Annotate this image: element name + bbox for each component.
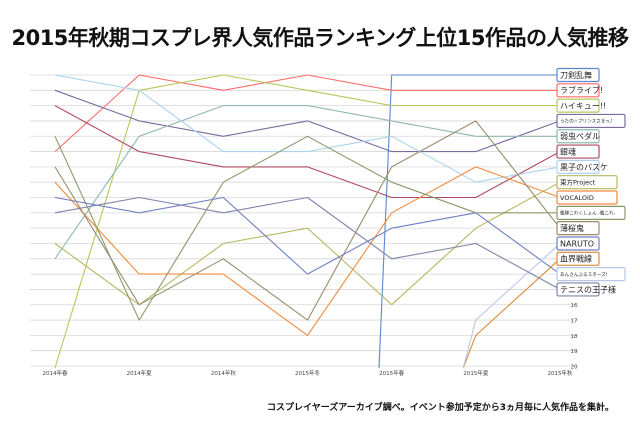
series-line	[54, 74, 560, 369]
series-line	[54, 166, 561, 336]
legend-label: VOCALOID	[560, 194, 594, 202]
legend-swatch	[556, 159, 600, 174]
series-line	[54, 74, 560, 153]
legend-label: 弱虫ペダル	[560, 131, 600, 141]
footnote: コスプレイヤーズアーカイブ調べ。イベント参加予定から3ヵ月毎に人気作品を集計。	[266, 403, 614, 413]
legend-swatch	[556, 267, 626, 282]
series-line	[54, 89, 561, 153]
y-tick-label: 18	[571, 334, 578, 340]
series-line	[54, 196, 561, 290]
series-line	[462, 243, 561, 369]
series-line	[54, 105, 560, 260]
series-line	[54, 120, 561, 321]
legend-label: ラブライブ!	[560, 85, 603, 95]
y-tick-label: 17	[571, 319, 578, 325]
legend-label: テニスの王子様	[560, 284, 616, 294]
legend-label: 刀剣乱舞	[560, 70, 592, 80]
x-tick-label: 2014年夏	[127, 369, 152, 377]
legend-swatch	[556, 129, 600, 144]
legend-swatch	[556, 98, 600, 113]
legend-swatch	[556, 221, 600, 236]
x-tick-label: 2014年春	[43, 369, 68, 377]
gridlines	[30, 74, 578, 367]
legend-swatch	[556, 175, 618, 190]
legend-label: NARUTO	[560, 239, 594, 248]
legend-label: 薄桜鬼	[560, 223, 584, 233]
legend-swatch	[556, 205, 626, 220]
x-tick-label: 2015年冬	[295, 369, 320, 377]
legend-label: 銀魂	[560, 146, 576, 156]
y-tick-label: 16	[571, 303, 578, 309]
legend-label: ハイキュー!!	[560, 102, 606, 111]
legend-swatch	[556, 282, 600, 297]
y-tick-label: 20	[571, 365, 578, 371]
legend-label: 血界戦線	[560, 254, 592, 264]
series-lines	[54, 74, 561, 369]
chart-title: 2015年秋期コスプレ界人気作品ランキング上位15作品の人気推移	[11, 26, 629, 50]
series-line	[54, 105, 561, 199]
series-line	[54, 196, 561, 275]
series-line	[462, 258, 561, 369]
legend-swatch	[556, 67, 600, 83]
x-tick-label: 2015年秋	[548, 369, 573, 377]
series-line	[378, 74, 560, 369]
x-tick-label: 2015年夏	[463, 369, 488, 377]
x-tick-labels: 2014年春 2014年夏 2014年秋 2015年冬 2015年春 2015年夏 2015…	[43, 369, 573, 377]
legend-label: 東方Project	[560, 178, 596, 187]
legend-swatch	[556, 144, 600, 159]
series-line	[54, 74, 561, 183]
legend-swatch	[556, 113, 626, 129]
legend-swatch	[556, 83, 600, 98]
legend-label: 黒子のバスケ	[560, 163, 608, 172]
legend-swatch	[556, 190, 618, 205]
legend-label: あんさんぶるスターズ!	[560, 271, 608, 278]
legend-swatch	[556, 236, 600, 251]
x-tick-label: 2015年春	[379, 369, 404, 377]
legend-swatch	[556, 251, 600, 266]
x-tick-label: 2014年秋	[211, 369, 236, 377]
legend-label: 艦隊これくしょん -艦これ-	[560, 209, 616, 216]
legend-label: うたの☆プリンスさまっ♪	[560, 118, 613, 125]
y-tick-label: 19	[571, 349, 578, 355]
